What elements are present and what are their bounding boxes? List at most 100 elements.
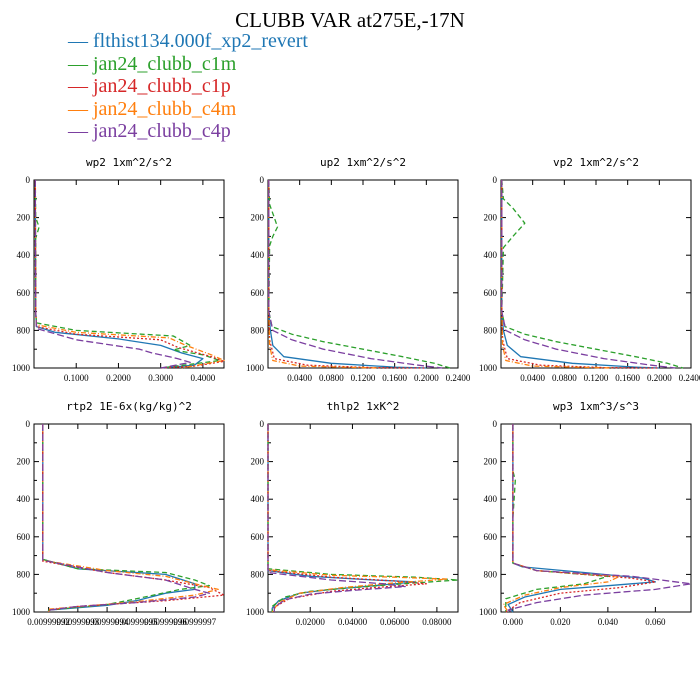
series-line: [42, 424, 219, 612]
series-line: [267, 424, 459, 612]
series-line: [34, 179, 225, 369]
x-tick-label: 0.00999993: [56, 617, 99, 627]
series-line: [34, 179, 225, 369]
x-tick-label: 0.2400: [446, 373, 471, 383]
x-tick-label: 0.000: [503, 617, 524, 627]
y-tick-label: 400: [484, 494, 498, 504]
series-line: [505, 424, 609, 612]
series-line: [501, 180, 612, 369]
x-tick-label: 0.1200: [584, 373, 609, 383]
y-tick-label: 800: [484, 569, 498, 579]
panel-title: wp3 1xm^3/s^3: [553, 400, 639, 413]
series-line: [267, 424, 449, 613]
series-line: [507, 424, 692, 613]
series-line: [267, 424, 427, 612]
y-tick-label: 200: [484, 213, 498, 223]
legend-entry: — flthist134.000f_xp2_revert: [68, 30, 308, 52]
legend-entry: — jan24_clubb_c1p: [68, 75, 231, 97]
legend-entry: — jan24_clubb_c1m: [68, 52, 237, 75]
x-tick-label: 0.0800: [552, 373, 577, 383]
series-line: [501, 180, 660, 369]
series-line: [42, 424, 211, 612]
x-tick-label: 0.2000: [647, 373, 672, 383]
y-tick-label: 800: [251, 569, 265, 579]
panel-title: thlp2 1xK^2: [327, 400, 400, 413]
x-tick-label: 0.3000: [148, 373, 173, 383]
series-line: [507, 424, 657, 613]
y-tick-label: 400: [484, 250, 498, 260]
x-tick-label: 0.4000: [191, 373, 216, 383]
y-tick-label: 0: [493, 419, 498, 429]
y-tick-label: 200: [251, 213, 265, 223]
y-tick-label: 0: [493, 175, 498, 185]
series-line: [268, 180, 427, 369]
y-tick-label: 1000: [479, 363, 498, 373]
panel-title: vp2 1xm^2/s^2: [553, 156, 639, 169]
y-tick-label: 800: [251, 325, 265, 335]
y-tick-label: 400: [17, 250, 31, 260]
series-line: [267, 424, 417, 612]
chart-panel: thlp2 1xK^2 0 200 400 600 800 1000 0.02000 0.040…: [246, 400, 459, 627]
legend: — flthist134.000f_xp2_revert — jan24_clu…: [68, 30, 308, 143]
y-tick-label: 600: [17, 288, 31, 298]
x-tick-label: 0.00999992: [27, 617, 70, 627]
series-line: [42, 424, 196, 612]
x-tick-label: 0.00999997: [173, 617, 216, 627]
y-tick-label: 1000: [246, 363, 265, 373]
y-tick-label: 800: [17, 569, 31, 579]
series-line: [267, 424, 406, 612]
x-tick-label: 0.020: [550, 617, 571, 627]
series-line: [268, 180, 443, 369]
x-tick-label: 0.02000: [296, 617, 326, 627]
series-line: [268, 180, 379, 369]
x-tick-label: 0.060: [645, 617, 666, 627]
x-tick-label: 0.0400: [287, 373, 312, 383]
x-tick-label: 0.00999994: [86, 617, 129, 627]
x-tick-label: 0.00999996: [144, 617, 187, 627]
chart-panel: wp3 1xm^3/s^3 0 200 400 600 800 1000 0.000 0.020…: [479, 400, 692, 627]
x-tick-label: 0.06000: [380, 617, 410, 627]
chart-panel: wp2 1xm^2/s^2 0 200 400 600 800 1000 0.1000 0.20…: [12, 156, 225, 383]
y-tick-label: 600: [17, 532, 31, 542]
x-tick-label: 0.1600: [382, 373, 407, 383]
y-tick-label: 1000: [479, 607, 498, 617]
legend-entry: — jan24_clubb_c4p: [68, 120, 231, 142]
plot-frame: [500, 179, 692, 369]
x-tick-label: 0.040: [598, 617, 619, 627]
panel-title: wp2 1xm^2/s^2: [86, 156, 172, 169]
series-line: [268, 179, 451, 369]
series-line: [501, 180, 676, 369]
plot-frame: [267, 179, 459, 369]
y-tick-label: 0: [260, 175, 265, 185]
y-tick-label: 200: [484, 457, 498, 467]
x-tick-label: 0.0400: [520, 373, 545, 383]
series-line: [42, 424, 225, 612]
chart-panel: up2 1xm^2/s^2 0 200 400 600 800 1000 0.0400 0.08…: [246, 156, 471, 383]
legend-entry: — jan24_clubb_c4m: [68, 97, 237, 120]
plot-frame: [33, 179, 225, 369]
y-tick-label: 200: [251, 457, 265, 467]
x-tick-label: 0.04000: [338, 617, 368, 627]
x-tick-label: 0.1200: [351, 373, 376, 383]
y-tick-label: 600: [484, 532, 498, 542]
y-tick-label: 600: [484, 288, 498, 298]
x-tick-label: 0.2000: [106, 373, 131, 383]
series-line: [42, 424, 211, 612]
panel-title: rtp2 1E-6x(kg/kg)^2: [66, 400, 192, 413]
x-tick-label: 0.0800: [319, 373, 344, 383]
x-tick-label: 0.2000: [414, 373, 439, 383]
y-tick-label: 200: [17, 213, 31, 223]
chart-panel: vp2 1xm^2/s^2 0 200 400 600 800 1000 0.0400 0.08…: [479, 156, 700, 383]
y-tick-label: 400: [17, 494, 31, 504]
y-tick-label: 0: [260, 419, 265, 429]
series-line: [502, 424, 621, 613]
chart-panel: rtp2 1E-6x(kg/kg)^2020040060080010000.00…: [12, 400, 225, 627]
main-title: CLUBB VAR at275E,-17N: [235, 8, 465, 32]
y-tick-label: 1000: [12, 363, 31, 373]
y-tick-label: 400: [251, 494, 265, 504]
plot-frame: [267, 423, 459, 613]
x-tick-label: 0.08000: [422, 617, 452, 627]
y-tick-label: 1000: [12, 607, 31, 617]
y-tick-label: 0: [26, 419, 31, 429]
